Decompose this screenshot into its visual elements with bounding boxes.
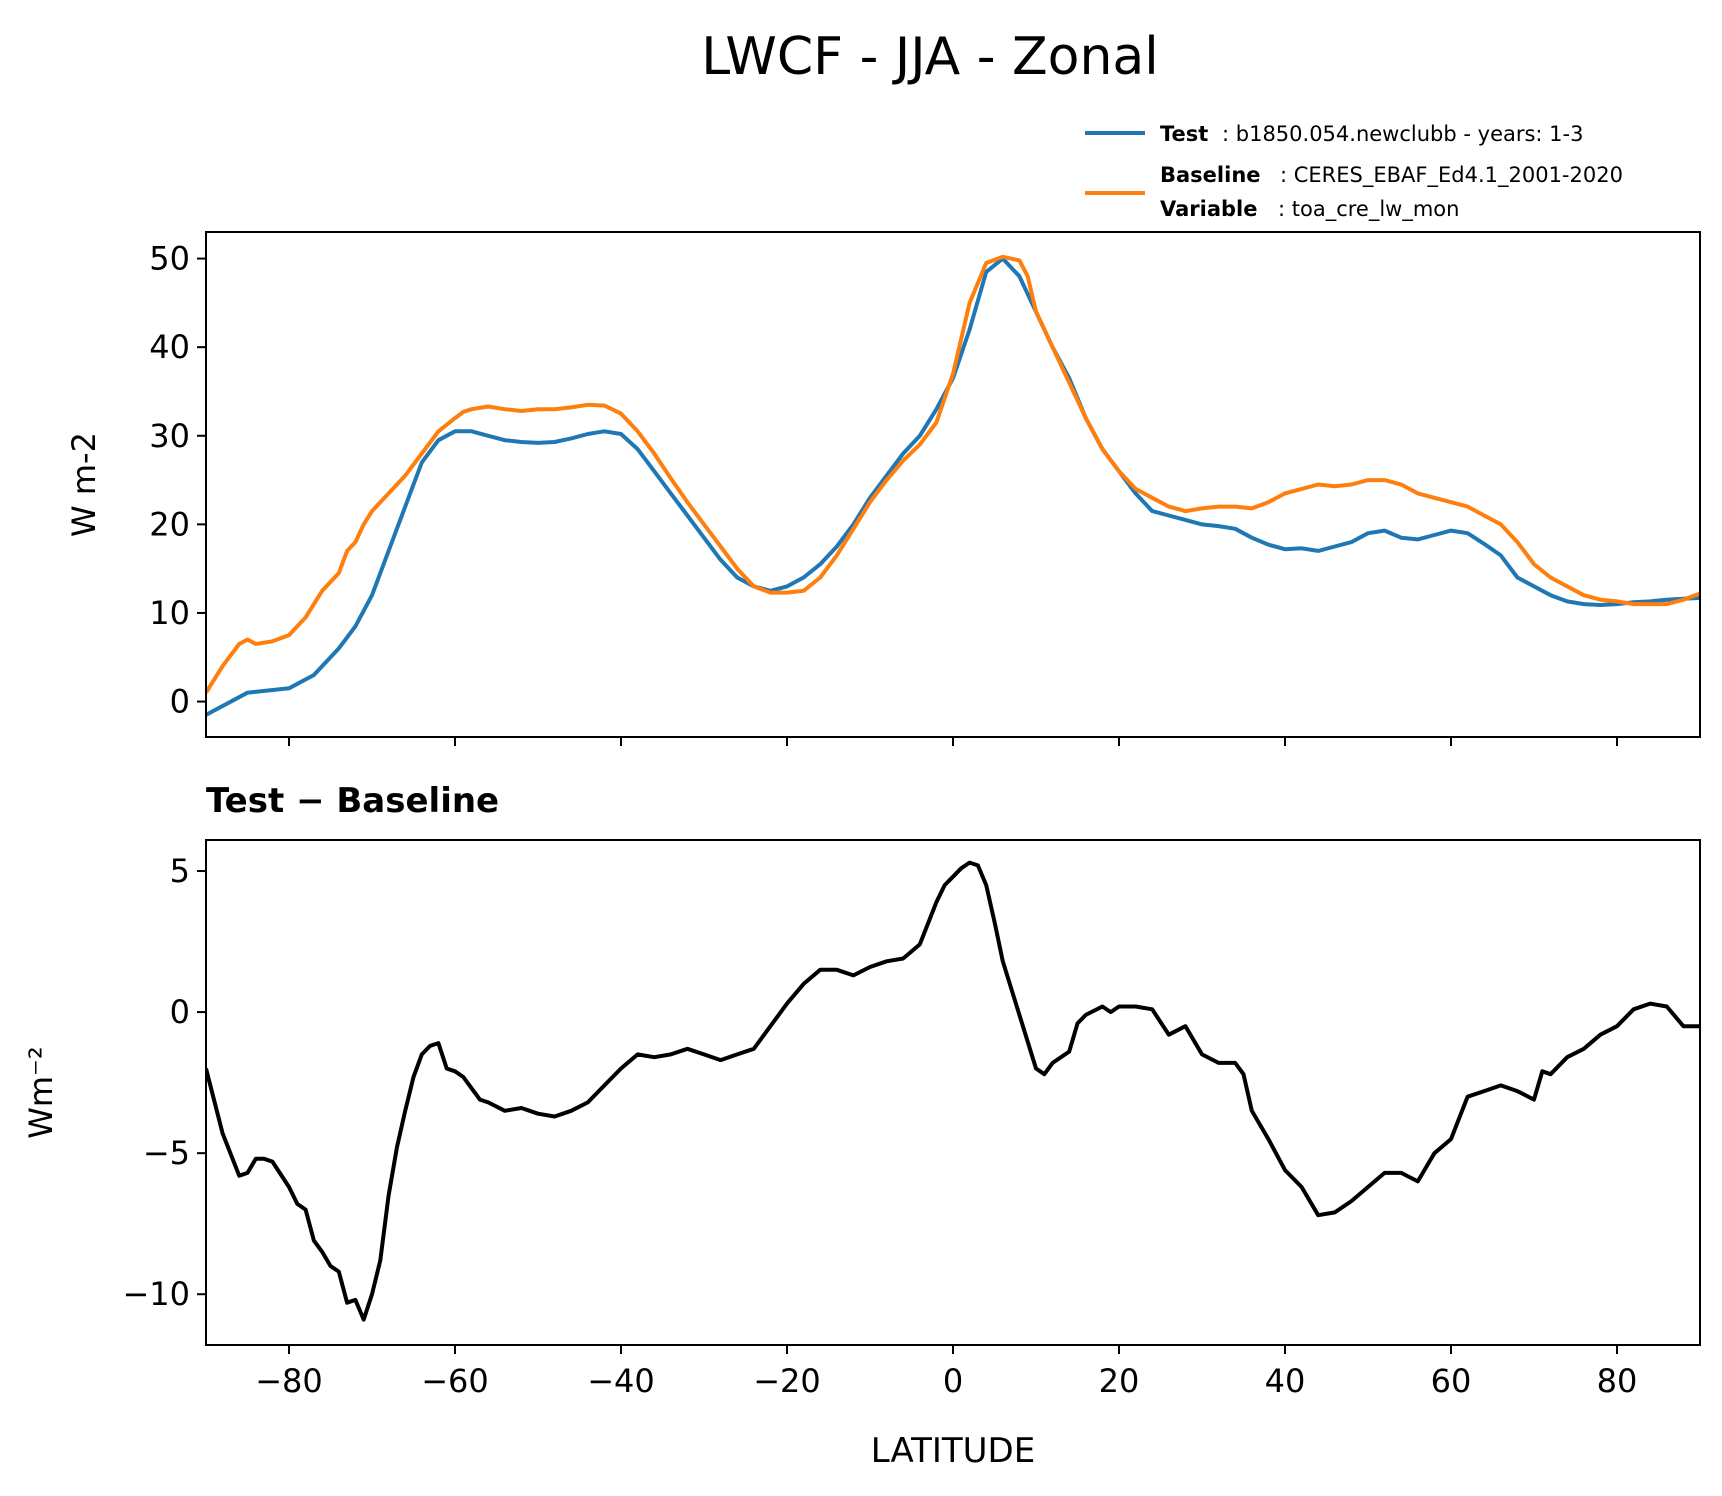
top-panel-ytick-label: 50 (149, 240, 190, 278)
bottom-panel-xtick-label: 40 (1265, 1362, 1306, 1400)
bottom-panel-title: Test − Baseline (206, 781, 499, 821)
legend-test-key: Test (1160, 122, 1208, 146)
top-panel-series (206, 254, 1700, 717)
bottom-panel-ytick-label: −10 (122, 1275, 190, 1313)
bottom-panel-ticks: −10 −5 0 5 −80 −60 −40 −20 0 20 40 60 80 (122, 852, 1637, 1400)
legend-baseline-key: Baseline (1160, 163, 1261, 187)
top-panel-series-baseline (206, 254, 1700, 694)
bottom-panel-ytick-label: 5 (170, 852, 190, 890)
bottom-panel-frame (205, 839, 1701, 1346)
bottom-panel-xtick-label: −40 (587, 1362, 655, 1400)
legend-baseline-value: : CERES_EBAF_Ed4.1_2001-2020 (1280, 163, 1623, 188)
top-panel-ytick-label: 20 (149, 505, 190, 543)
bottom-panel-ylabel: Wm⁻² (22, 1046, 60, 1139)
top-panel-ytick-label: 30 (149, 417, 190, 455)
figure-title: LWCF - JJA - Zonal (701, 27, 1159, 87)
top-panel-ytick-label: 10 (149, 594, 190, 632)
legend-variable-value: : toa_cre_lw_mon (1278, 197, 1459, 222)
x-axis-label: LATITUDE (871, 1431, 1035, 1471)
bottom-panel-xtick-label: 80 (1597, 1362, 1638, 1400)
legend: Test : b1850.054.newclubb - years: 1-3 B… (1085, 122, 1623, 222)
bottom-panel-xtick-label: −60 (421, 1362, 489, 1400)
bottom-panel-series (206, 860, 1700, 1322)
top-panel-ytick-label: 40 (149, 328, 190, 366)
bottom-panel: Test − Baseline −10 −5 0 5 −80 −60 −40 −20 0 20 40… (22, 781, 1701, 1471)
top-panel-ticks: 0 10 20 30 40 50 (149, 240, 1618, 746)
top-panel: 0 10 20 30 40 50 W m-2 (65, 231, 1701, 746)
bottom-panel-xtick-label: 60 (1431, 1362, 1472, 1400)
bottom-panel-xtick-label: 20 (1099, 1362, 1140, 1400)
bottom-panel-series-test-baseline (206, 860, 1700, 1322)
bottom-panel-ytick-label: −5 (143, 1134, 190, 1172)
top-panel-ytick-label: 0 (170, 683, 190, 721)
top-panel-series-test (206, 256, 1700, 717)
top-panel-frame (205, 231, 1701, 738)
legend-variable-key: Variable (1160, 197, 1257, 221)
legend-test-value: : b1850.054.newclubb - years: 1-3 (1222, 122, 1583, 146)
bottom-panel-ytick-label: 0 (170, 993, 190, 1031)
bottom-panel-xtick-label: −20 (753, 1362, 821, 1400)
bottom-panel-xtick-label: −80 (255, 1362, 323, 1400)
top-panel-ylabel: W m-2 (65, 432, 103, 537)
bottom-panel-xtick-label: 0 (943, 1362, 963, 1400)
